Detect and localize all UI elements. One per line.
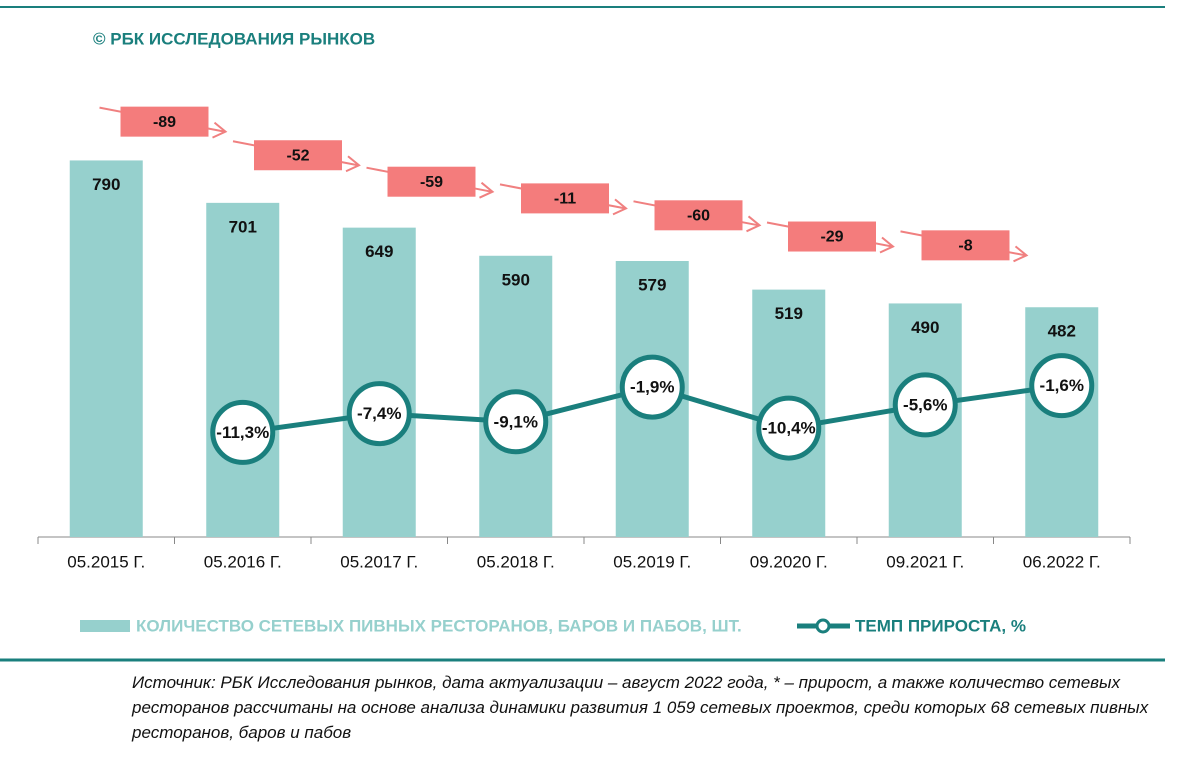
line-point (1029, 353, 1095, 419)
legend-swatch (80, 620, 130, 632)
bar (1025, 307, 1099, 537)
x-tick-label: 06.2022 Г. (1023, 552, 1101, 571)
bar (206, 202, 280, 537)
bar-label: 519 (775, 304, 803, 323)
point-label: -11,3% (216, 423, 269, 442)
x-tick-label: 05.2015 Г. (67, 552, 145, 571)
bar-label: 649 (365, 242, 393, 261)
change-box (521, 183, 609, 214)
x-tick-label: 05.2019 Г. (613, 552, 691, 571)
change-label: -89 (153, 114, 176, 131)
change-box (387, 166, 476, 197)
x-tick-label: 09.2020 Г. (750, 552, 828, 571)
change-label: -60 (687, 208, 710, 225)
bar (69, 160, 143, 537)
point-label: -9,1% (494, 412, 538, 431)
bar-label: 579 (638, 275, 666, 294)
line-point (483, 389, 549, 455)
x-tick-label: 09.2021 Г. (886, 552, 964, 571)
legend-label: КОЛИЧЕСТВО СЕТЕВЫХ ПИВНЫХ РЕСТОРАНОВ, БА… (136, 616, 742, 635)
change-box (120, 106, 209, 137)
change-label: -11 (554, 191, 576, 208)
point-label: -10,4% (762, 419, 816, 438)
legend-label: ТЕМП ПРИРОСТА, % (855, 616, 1026, 635)
line-point (619, 354, 685, 420)
chart-title: © РБК ИССЛЕДОВАНИЯ РЫНКОВ (93, 29, 375, 48)
bar-label: 790 (92, 175, 120, 194)
bar-label: 490 (911, 318, 939, 337)
point-label: -1,9% (630, 378, 674, 397)
line-point (210, 399, 276, 465)
change-box (788, 221, 876, 252)
change-label: -52 (286, 147, 309, 164)
change-label: -59 (420, 174, 443, 191)
line-point (756, 395, 822, 461)
change-label: -8 (958, 238, 972, 255)
point-label: -7,4% (357, 404, 401, 423)
point-label: -5,6% (903, 395, 947, 414)
x-tick-label: 05.2018 Г. (477, 552, 555, 571)
bar-label: 482 (1048, 322, 1076, 341)
x-tick-label: 05.2016 Г. (204, 552, 282, 571)
change-box (921, 230, 1010, 261)
line-point (346, 381, 412, 447)
line-point (892, 372, 958, 438)
legend-swatch (815, 618, 831, 634)
change-box (654, 200, 743, 231)
point-label: -1,6% (1040, 376, 1084, 395)
x-tick-label: 05.2017 Г. (340, 552, 418, 571)
bar-label: 590 (502, 270, 530, 289)
change-label: -29 (820, 229, 843, 246)
source-note: Источник: РБК Исследования рынков, дата … (132, 673, 1149, 742)
change-box (254, 140, 342, 171)
bar-label: 701 (229, 217, 257, 236)
